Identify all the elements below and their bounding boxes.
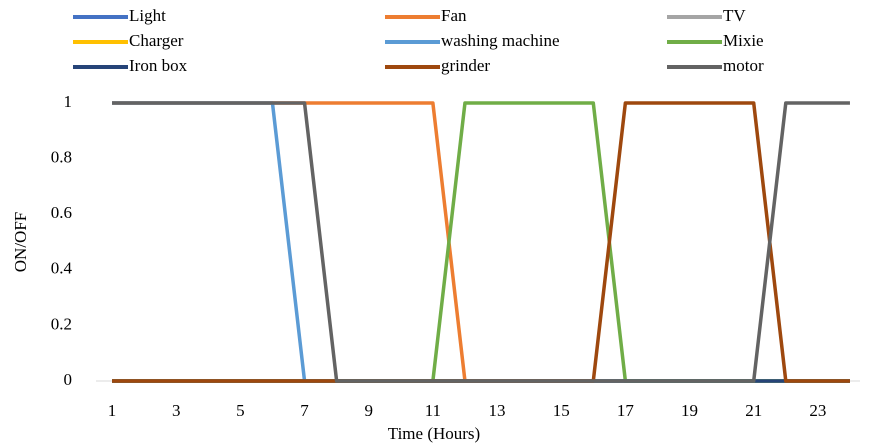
legend-label: Iron box (129, 56, 188, 75)
y-tick-label: 0.2 (51, 314, 72, 333)
x-tick-label: 5 (236, 401, 245, 420)
series-line (112, 101, 850, 383)
x-axis-title: Time (Hours) (388, 424, 480, 443)
series-line (112, 101, 850, 383)
legend-label: grinder (441, 56, 490, 75)
x-tick-label: 1 (108, 401, 117, 420)
y-tick-label: 0.8 (51, 148, 72, 167)
x-tick-label: 3 (172, 401, 181, 420)
y-tick-label: 0.4 (51, 259, 73, 278)
legend-label: TV (723, 6, 746, 25)
legend-label: Mixie (723, 31, 764, 50)
legend-label: Light (129, 6, 166, 25)
series-line (112, 101, 850, 383)
x-tick-label: 7 (300, 401, 309, 420)
y-axis-title: ON/OFF (11, 212, 30, 272)
legend-label: Charger (129, 31, 184, 50)
series-line (112, 101, 850, 383)
x-tick-label: 9 (364, 401, 373, 420)
y-tick-label: 1 (64, 92, 73, 111)
series-line (112, 101, 850, 383)
x-tick-label: 19 (681, 401, 698, 420)
legend-label: washing machine (441, 31, 560, 50)
legend-label: Fan (441, 6, 467, 25)
x-tick-label: 11 (425, 401, 441, 420)
legend-label: motor (723, 56, 764, 75)
y-tick-label: 0 (64, 370, 73, 389)
y-tick-label: 0.6 (51, 203, 72, 222)
x-tick-label: 17 (617, 401, 635, 420)
x-tick-label: 15 (553, 401, 570, 420)
x-tick-label: 13 (489, 401, 506, 420)
x-tick-label: 21 (745, 401, 762, 420)
x-tick-label: 23 (809, 401, 826, 420)
